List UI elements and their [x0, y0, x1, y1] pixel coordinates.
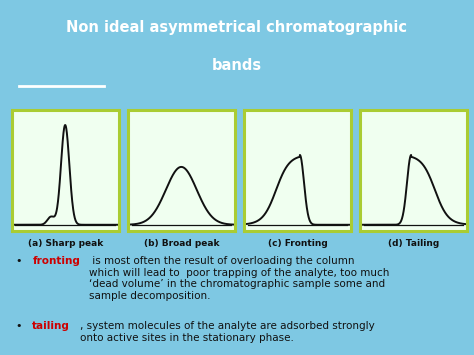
- Text: bands: bands: [212, 58, 262, 73]
- Text: •: •: [15, 321, 22, 331]
- Text: Non ideal asymmetrical chromatographic: Non ideal asymmetrical chromatographic: [66, 20, 408, 35]
- Text: is most often the result of overloading the column
which will lead to  poor trap: is most often the result of overloading …: [89, 256, 390, 301]
- Text: (b) Broad peak: (b) Broad peak: [144, 239, 219, 248]
- Text: tailing: tailing: [32, 321, 70, 331]
- Text: (c) Fronting: (c) Fronting: [267, 239, 328, 248]
- Text: fronting: fronting: [32, 256, 80, 266]
- Text: , system molecules of the analyte are adsorbed strongly
onto active sites in the: , system molecules of the analyte are ad…: [80, 321, 374, 343]
- Text: •: •: [15, 256, 22, 266]
- Text: (a) Sharp peak: (a) Sharp peak: [27, 239, 103, 248]
- Text: (d) Tailing: (d) Tailing: [388, 239, 439, 248]
